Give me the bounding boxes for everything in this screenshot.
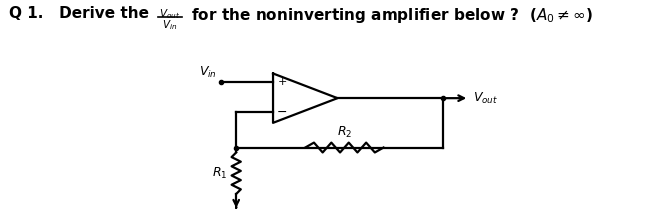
Text: $V_{out}$: $V_{out}$ — [473, 91, 498, 106]
Text: Q 1.   Derive the: Q 1. Derive the — [9, 6, 154, 21]
Text: $V_{in}$: $V_{in}$ — [199, 65, 217, 80]
Text: −: − — [277, 105, 288, 119]
Text: $V_{in}$: $V_{in}$ — [163, 18, 178, 32]
Text: $V_{out}$: $V_{out}$ — [159, 7, 180, 21]
Text: $R_1$: $R_1$ — [212, 166, 227, 181]
Text: for the noninverting amplifier below ?  ($A_0\neq\infty$): for the noninverting amplifier below ? (… — [186, 6, 592, 25]
Text: $R_2$: $R_2$ — [336, 125, 352, 140]
Text: +: + — [278, 77, 287, 87]
